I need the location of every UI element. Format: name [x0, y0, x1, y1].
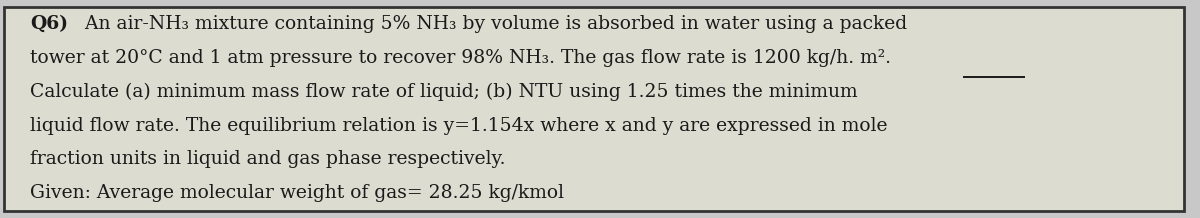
Text: Given: Average molecular weight of gas= 28.25 kg/kmol: Given: Average molecular weight of gas= …: [30, 184, 564, 202]
Text: liquid flow rate. The equilibrium relation is y=1.154x where x and y are express: liquid flow rate. The equilibrium relati…: [30, 117, 888, 135]
Text: Calculate (a) minimum mass flow rate of liquid; (b) NTU using 1.25 times the min: Calculate (a) minimum mass flow rate of …: [30, 83, 858, 101]
Text: Q6): Q6): [30, 15, 68, 33]
Text: tower at 20°C and 1 atm pressure to recover 98% NH₃. The gas flow rate is 1200 k: tower at 20°C and 1 atm pressure to reco…: [30, 49, 890, 67]
Text: fraction units in liquid and gas phase respectively.: fraction units in liquid and gas phase r…: [30, 150, 505, 169]
Text: An air-NH₃ mixture containing 5% NH₃ by volume is absorbed in water using a pack: An air-NH₃ mixture containing 5% NH₃ by …: [79, 15, 907, 33]
FancyBboxPatch shape: [4, 7, 1184, 211]
